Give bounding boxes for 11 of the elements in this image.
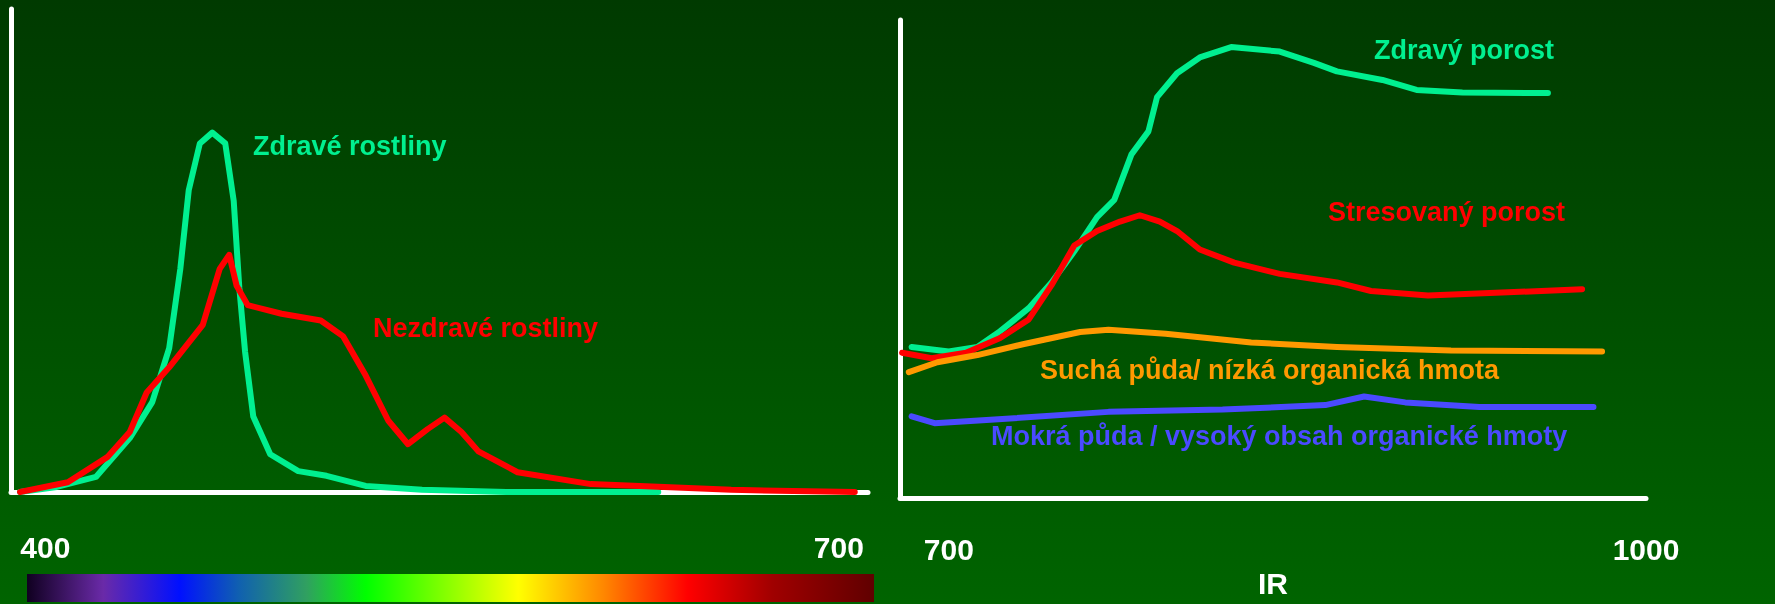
x-tick-label: 700	[813, 530, 864, 564]
series-label: Suchá půda/ nízká organická hmota	[1040, 354, 1501, 385]
x-axis-title: IR	[1258, 567, 1289, 601]
x-tick-label: 400	[20, 530, 71, 564]
x-tick-label: 700	[923, 532, 974, 566]
series-label: Zdravý porost	[1374, 34, 1555, 65]
series-label: Zdravé rostliny	[253, 130, 447, 161]
series-label: Nezdravé rostliny	[373, 312, 599, 343]
series-label: Mokrá půda / vysoký obsah organické hmoty	[991, 420, 1568, 451]
x-tick-label: 1000	[1612, 532, 1680, 566]
text: Stresovaný porost	[1328, 196, 1566, 227]
